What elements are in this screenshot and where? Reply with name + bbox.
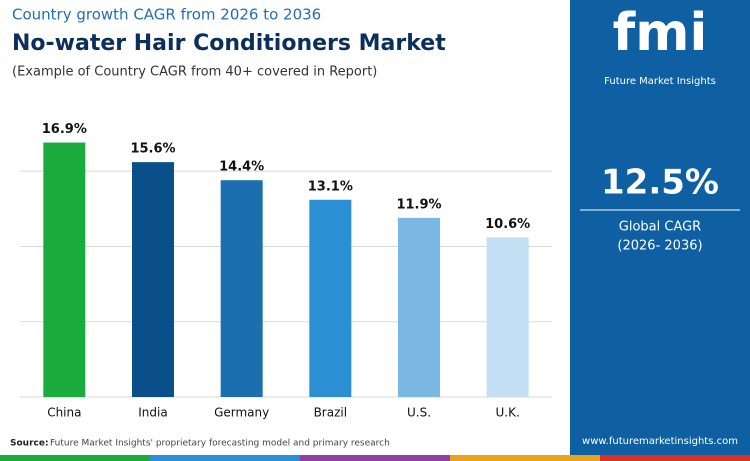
chart-title: No-water Hair Conditioners Market: [12, 31, 446, 56]
value-label: 15.6%: [130, 142, 175, 157]
strip: [300, 455, 450, 461]
strip: [150, 455, 300, 461]
bar: [398, 217, 440, 397]
value-label: 10.6%: [485, 217, 530, 232]
bar: [43, 142, 86, 397]
global-cagr: 12.5%: [601, 163, 719, 203]
bar: [220, 180, 263, 397]
strip: [450, 455, 600, 461]
source-text: Future Market Insights' proprietary fore…: [50, 439, 390, 449]
value-label: 13.1%: [308, 179, 353, 194]
subtitle: (Example of Country CAGR from 40+ covere…: [12, 65, 377, 80]
bar: [486, 237, 529, 397]
kicker: Country growth CAGR from 2026 to 2036: [12, 6, 321, 24]
x-tick-label: Brazil: [314, 406, 348, 420]
source-label: Source:: [10, 439, 49, 449]
x-tick-label: India: [138, 406, 167, 420]
x-tick-label: U.K.: [496, 406, 520, 420]
side-panel: [570, 0, 750, 455]
strip: [0, 455, 150, 461]
value-label: 14.4%: [219, 160, 264, 175]
bar: [132, 162, 174, 397]
logo: fmi: [613, 3, 708, 63]
x-tick-label: China: [47, 406, 81, 420]
x-tick-label: U.S.: [407, 406, 431, 420]
caption: Global CAGR: [619, 220, 701, 235]
bar: [309, 199, 352, 397]
x-tick-label: Germany: [214, 406, 269, 420]
brand: Future Market Insights: [604, 76, 716, 87]
value-label: 16.9%: [42, 122, 87, 137]
strip: [600, 455, 750, 461]
value-label: 11.9%: [396, 197, 441, 212]
website: www.futuremarketinsights.com: [582, 436, 738, 447]
period: (2026- 2036): [617, 239, 702, 254]
